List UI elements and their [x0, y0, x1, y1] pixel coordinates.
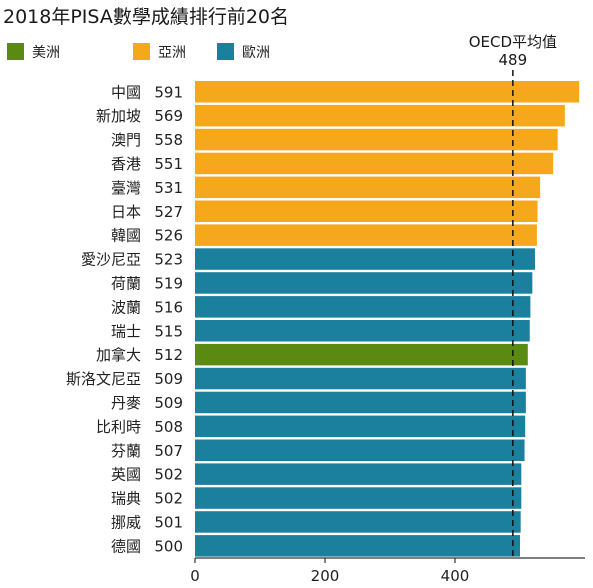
bar — [195, 224, 537, 246]
legend-swatch — [133, 43, 150, 60]
category-label: 臺灣 — [111, 179, 141, 197]
category-label: 芬蘭 — [111, 442, 141, 460]
bar — [195, 343, 528, 366]
category-label: 荷蘭 — [111, 274, 141, 292]
category-label: 日本 — [111, 203, 141, 221]
category-label: 愛沙尼亞 — [81, 251, 141, 269]
reference-line-label: OECD平均值 — [469, 33, 557, 51]
category-label: 波蘭 — [111, 298, 141, 316]
value-label: 502 — [154, 466, 183, 484]
bar — [195, 248, 535, 270]
category-label: 韓國 — [111, 227, 141, 245]
bar — [195, 296, 531, 318]
bar — [195, 152, 554, 175]
x-tick-label: 200 — [311, 567, 340, 585]
value-label: 509 — [154, 394, 183, 412]
category-label: 丹麥 — [111, 394, 141, 412]
category-label: 中國 — [111, 83, 141, 101]
value-label: 509 — [154, 370, 183, 388]
value-label: 516 — [154, 298, 183, 316]
category-label: 香港 — [111, 155, 141, 173]
legend-label: 歐洲 — [242, 45, 270, 61]
bar — [195, 176, 541, 199]
bar — [195, 535, 520, 557]
category-label: 瑞典 — [111, 490, 141, 508]
bar — [195, 128, 558, 151]
category-label: 澳門 — [111, 131, 141, 149]
category-label: 英國 — [111, 466, 141, 484]
bar — [195, 320, 530, 342]
category-labels: 中國 591 新加坡 569 澳門 558 香港 551 臺灣 531 日本 527 韓國 526 愛沙尼亞… — [66, 83, 183, 555]
legend-swatch — [217, 43, 234, 60]
x-tick-label: 400 — [441, 567, 470, 585]
value-label: 527 — [154, 203, 183, 221]
value-label: 515 — [154, 322, 183, 340]
value-label: 519 — [154, 274, 183, 292]
value-label: 507 — [154, 442, 183, 460]
category-label: 挪威 — [111, 513, 141, 531]
value-label: 508 — [154, 418, 183, 436]
bar — [195, 487, 522, 509]
chart-title: 2018年PISA數學成績排行前20名 — [3, 6, 289, 28]
bar — [195, 511, 521, 533]
value-label: 512 — [154, 346, 183, 364]
value-label: 501 — [154, 513, 183, 531]
bar — [195, 391, 526, 414]
bar — [195, 415, 526, 438]
value-label: 526 — [154, 227, 183, 245]
value-label: 558 — [154, 131, 183, 149]
legend-swatch — [7, 43, 24, 60]
category-label: 比利時 — [96, 418, 141, 436]
legend-label: 美洲 — [32, 45, 60, 61]
x-tick-label: 0 — [190, 567, 200, 585]
category-label: 加拿大 — [96, 346, 141, 364]
category-label: 新加坡 — [96, 107, 141, 125]
bar — [195, 104, 565, 127]
value-label: 502 — [154, 490, 183, 508]
x-axis: 0 200 400 — [190, 557, 585, 585]
value-label: 523 — [154, 251, 183, 269]
bar — [195, 367, 526, 390]
category-label: 瑞士 — [111, 322, 141, 340]
reference-line-value: 489 — [499, 51, 528, 69]
bar — [195, 200, 538, 222]
value-label: 591 — [154, 83, 183, 101]
value-label: 551 — [154, 155, 183, 173]
legend: 美洲 亞洲 歐洲 — [7, 43, 270, 61]
bars — [195, 81, 580, 557]
bar — [195, 463, 522, 485]
value-label: 569 — [154, 107, 183, 125]
bar — [195, 272, 533, 294]
value-label: 500 — [154, 537, 183, 555]
category-label: 德國 — [111, 537, 141, 555]
category-label: 斯洛文尼亞 — [66, 370, 141, 388]
bar — [195, 81, 580, 103]
bar — [195, 439, 525, 461]
value-label: 531 — [154, 179, 183, 197]
legend-label: 亞洲 — [158, 45, 186, 61]
oecd-average-line: OECD平均值 489 — [469, 33, 557, 558]
